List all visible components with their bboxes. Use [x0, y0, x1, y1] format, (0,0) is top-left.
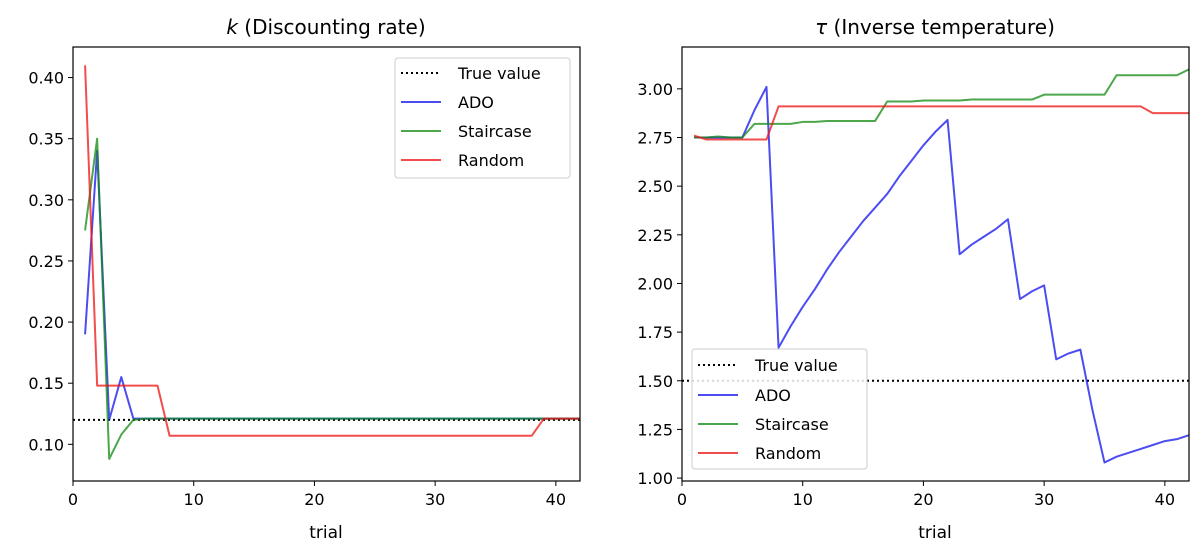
y-tick-label: 2.00 — [637, 274, 673, 293]
x-tick-label: 30 — [1034, 490, 1054, 509]
legend-label-true-value: True value — [754, 356, 838, 375]
legend-label-random: Random — [755, 444, 821, 463]
y-tick-label: 0.25 — [28, 252, 64, 271]
y-tick-label: 0.35 — [28, 130, 64, 149]
tick-labels: 0 10 20 30 40 0.10 0.15 0.20 0.25 0.30 0.35 0.40 — [28, 69, 566, 509]
y-tick-label: 1.75 — [637, 323, 673, 342]
x-tick-label: 40 — [546, 490, 566, 509]
legend-label-staircase: Staircase — [755, 415, 829, 434]
tick-labels: 0 10 20 30 40 1.00 1.25 1.50 1.75 2.00 2.25 2.50 2.7… — [637, 80, 1175, 509]
legend-label-random: Random — [458, 151, 524, 170]
x-axis-label: trial — [918, 523, 952, 543]
chart-title-text: (Discounting rate) — [238, 15, 426, 39]
legend-label-true-value: True value — [457, 64, 541, 83]
y-tick-label: 2.25 — [637, 226, 673, 245]
chart-title-symbol: τ — [815, 15, 828, 39]
x-tick-label: 0 — [677, 490, 687, 509]
series-line-ado — [694, 85, 1189, 464]
series-line-staircase — [694, 68, 1189, 139]
y-tick-label: 3.00 — [637, 80, 673, 99]
x-tick-label: 40 — [1155, 490, 1175, 509]
x-tick-label: 10 — [793, 490, 813, 509]
chart-inverse-temperature: τ (Inverse temperature) 0 10 20 30 40 1.00 1.2… — [637, 15, 1190, 543]
plot-area — [682, 68, 1189, 464]
y-tick-label: 0.15 — [28, 374, 64, 393]
y-tick-label: 1.50 — [637, 372, 673, 391]
legend-label-staircase: Staircase — [458, 122, 532, 141]
series-line-random — [693, 105, 1189, 141]
plot-area — [73, 65, 580, 460]
chart-title: τ (Inverse temperature) — [815, 15, 1055, 39]
series-line-staircase — [84, 137, 580, 460]
y-tick-label: 0.30 — [28, 191, 64, 210]
chart-title-symbol: k — [226, 15, 239, 39]
axes-frame — [681, 46, 1190, 482]
chart-title: k (Discounting rate) — [226, 15, 425, 39]
y-tick-label: 0.10 — [28, 435, 64, 454]
legend: True value ADO Staircase Random — [691, 348, 868, 470]
legend-box — [394, 57, 571, 179]
x-tick-label: 20 — [304, 490, 324, 509]
x-axis-label: trial — [309, 523, 343, 543]
y-tick-label: 2.75 — [637, 128, 673, 147]
y-tick-label: 0.40 — [28, 69, 64, 88]
y-tick-label: 1.25 — [637, 420, 673, 439]
axes-frame — [72, 46, 581, 482]
y-tick-label: 1.00 — [637, 469, 673, 488]
legend-box — [691, 348, 868, 470]
x-tick-label: 10 — [184, 490, 204, 509]
x-tick-label: 20 — [913, 490, 933, 509]
legend-label-ado: ADO — [755, 386, 791, 405]
legend-label-ado: ADO — [458, 93, 494, 112]
series-line-ado — [84, 149, 580, 421]
chart-discounting-rate: k (Discounting rate) 0 10 20 30 40 0.10 0.15 0.… — [28, 15, 581, 543]
y-tick-label: 0.20 — [28, 313, 64, 332]
y-tick-label: 2.50 — [637, 177, 673, 196]
chart-title-text: (Inverse temperature) — [827, 15, 1055, 39]
series-line-random — [84, 65, 580, 437]
x-tick-label: 30 — [425, 490, 445, 509]
legend: True value ADO Staircase Random — [394, 57, 571, 179]
x-tick-label: 0 — [68, 490, 78, 509]
